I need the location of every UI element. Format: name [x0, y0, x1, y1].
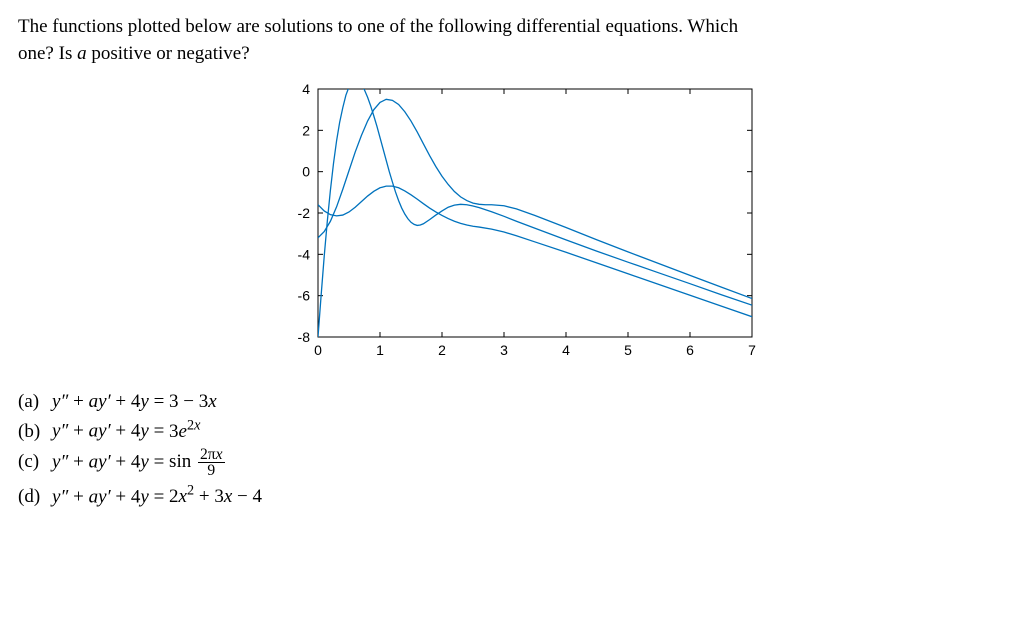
svg-text:3: 3: [500, 342, 508, 358]
answer-key-b: (b): [18, 421, 44, 443]
svg-text:5: 5: [624, 342, 632, 358]
svg-text:4: 4: [302, 81, 310, 97]
svg-text:-4: -4: [298, 247, 311, 263]
solutions-chart: 0 1 2 3 4 5 6 7 -8 -6 -4 -2 0 2 4: [262, 77, 762, 367]
prompt-line-2b: positive or negative?: [87, 43, 250, 64]
prompt-line-1: The functions plotted below are solution…: [18, 16, 738, 37]
svg-text:0: 0: [314, 342, 322, 358]
answer-key-d: (d): [18, 486, 44, 508]
svg-text:2: 2: [302, 123, 310, 139]
answer-eq-a: y″ + ay′ + 4y = 3 − 3x: [52, 391, 217, 413]
svg-text:2: 2: [438, 342, 446, 358]
answer-eq-d: y″ + ay′ + 4y = 2x2 + 3x − 4: [52, 483, 262, 508]
answer-choices: (a) y″ + ay′ + 4y = 3 − 3x (b) y″ + ay′ …: [18, 391, 1006, 508]
answer-key-c: (c): [18, 451, 44, 473]
svg-text:4: 4: [562, 342, 570, 358]
svg-text:1: 1: [376, 342, 384, 358]
svg-text:-2: -2: [298, 205, 311, 221]
svg-text:7: 7: [748, 342, 756, 358]
svg-text:-8: -8: [298, 329, 311, 345]
svg-text:-6: -6: [298, 288, 311, 304]
answer-a: (a) y″ + ay′ + 4y = 3 − 3x: [18, 391, 1006, 413]
answer-c: (c) y″ + ay′ + 4y = sin 2πx9: [18, 447, 1006, 479]
prompt-line-2a: one? Is: [18, 43, 77, 64]
answer-b: (b) y″ + ay′ + 4y = 3e2x: [18, 417, 1006, 442]
answer-eq-c: y″ + ay′ + 4y = sin 2πx9: [52, 447, 227, 479]
answer-key-a: (a): [18, 391, 44, 413]
answer-d: (d) y″ + ay′ + 4y = 2x2 + 3x − 4: [18, 483, 1006, 508]
prompt-variable-a: a: [77, 43, 87, 64]
answer-eq-b: y″ + ay′ + 4y = 3e2x: [52, 417, 200, 442]
question-prompt: The functions plotted below are solution…: [18, 14, 1006, 67]
svg-text:6: 6: [686, 342, 694, 358]
chart-container: 0 1 2 3 4 5 6 7 -8 -6 -4 -2 0 2 4: [18, 77, 1006, 367]
svg-text:0: 0: [302, 164, 310, 180]
